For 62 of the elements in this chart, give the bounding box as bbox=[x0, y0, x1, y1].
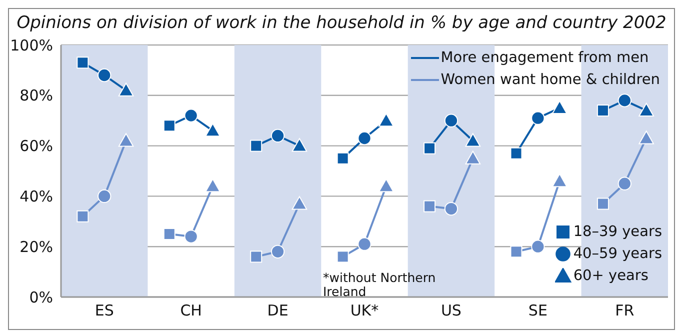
point bbox=[424, 142, 436, 154]
y-tick-label: 80% bbox=[20, 86, 53, 105]
point bbox=[358, 237, 372, 251]
point bbox=[378, 178, 394, 192]
y-tick-label: 0% bbox=[29, 288, 53, 306]
point bbox=[76, 56, 89, 69]
point bbox=[465, 150, 481, 164]
y-tick-label: 60% bbox=[20, 137, 53, 156]
point bbox=[552, 100, 568, 114]
point bbox=[163, 228, 176, 240]
point bbox=[552, 173, 568, 188]
point bbox=[184, 230, 198, 244]
point bbox=[270, 244, 285, 258]
x-tick-label: CH bbox=[180, 302, 202, 320]
point bbox=[465, 133, 481, 147]
point bbox=[163, 120, 176, 132]
x-tick-label: SE bbox=[528, 302, 548, 320]
point bbox=[270, 128, 285, 143]
point bbox=[292, 196, 308, 210]
point bbox=[205, 123, 220, 137]
point bbox=[638, 130, 654, 144]
point bbox=[596, 198, 609, 210]
point bbox=[292, 138, 308, 152]
point bbox=[205, 178, 220, 192]
x-tick-label: US bbox=[440, 302, 462, 320]
point bbox=[336, 152, 349, 164]
point bbox=[618, 176, 632, 190]
point bbox=[424, 200, 436, 212]
point bbox=[618, 94, 632, 108]
point bbox=[118, 82, 134, 96]
x-tick-label: DE bbox=[267, 302, 288, 320]
point bbox=[76, 210, 89, 222]
point bbox=[444, 114, 458, 128]
point bbox=[336, 250, 349, 263]
y-tick-label: 100% bbox=[10, 36, 53, 54]
chart-title: Opinions on division of work in the household in % by age and country 2002 bbox=[16, 13, 668, 33]
legend-label: 18–39 years bbox=[573, 224, 662, 240]
legend-label: 60+ years bbox=[573, 268, 648, 284]
x-tick-label: FR bbox=[615, 302, 634, 320]
legend-label: Women want home & children bbox=[440, 72, 660, 88]
legend-label: More engagement from men bbox=[440, 50, 649, 66]
legend-label: 40–59 years bbox=[573, 246, 662, 262]
point bbox=[98, 68, 112, 82]
point bbox=[98, 189, 112, 204]
point bbox=[118, 133, 134, 147]
point bbox=[531, 240, 545, 254]
point bbox=[510, 147, 522, 160]
x-tick-label: UK* bbox=[350, 302, 380, 320]
point bbox=[444, 202, 458, 216]
point bbox=[250, 250, 262, 263]
point bbox=[184, 108, 198, 122]
point bbox=[378, 112, 394, 127]
x-tick-label: ES bbox=[94, 302, 114, 320]
point bbox=[531, 111, 545, 125]
y-tick-label: 40% bbox=[20, 188, 53, 206]
point bbox=[638, 102, 654, 117]
y-tick-label: 20% bbox=[20, 238, 53, 256]
point bbox=[510, 246, 522, 258]
annotation: *without Northern Ireland bbox=[323, 270, 437, 299]
point bbox=[250, 140, 262, 152]
point bbox=[358, 131, 372, 146]
point bbox=[596, 104, 609, 117]
